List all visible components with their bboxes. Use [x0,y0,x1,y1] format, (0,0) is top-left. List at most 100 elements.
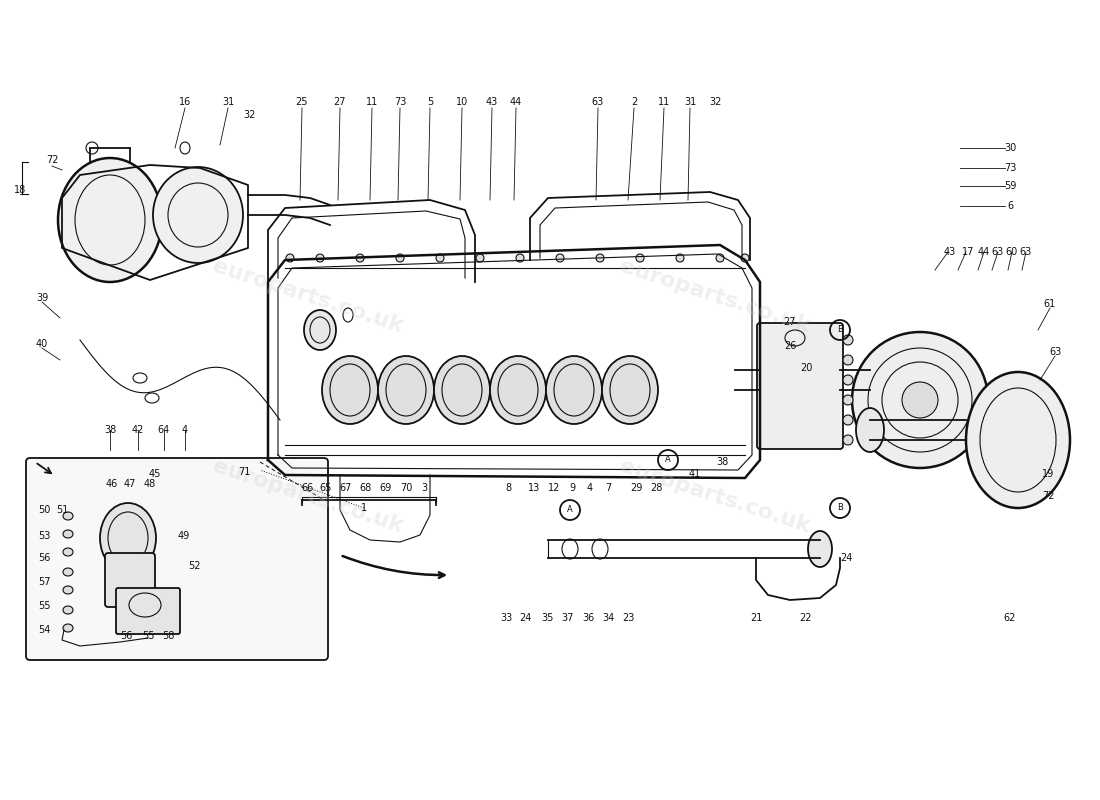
FancyBboxPatch shape [757,323,843,449]
Text: 48: 48 [144,479,156,489]
Ellipse shape [153,167,243,263]
Ellipse shape [856,408,884,452]
Text: 27: 27 [333,97,346,107]
Ellipse shape [63,530,73,538]
Ellipse shape [843,395,852,405]
Ellipse shape [966,372,1070,508]
Text: europarts.co.uk: europarts.co.uk [617,256,813,336]
Text: 51: 51 [56,505,68,515]
Text: B: B [837,326,843,334]
Text: 32: 32 [244,110,256,120]
Ellipse shape [304,310,336,350]
Text: 26: 26 [784,341,796,351]
Text: 37: 37 [562,613,574,623]
Text: 1: 1 [361,503,367,513]
Text: 72: 72 [1042,491,1054,501]
Text: 10: 10 [455,97,469,107]
Text: 30: 30 [1004,143,1016,153]
Text: 63: 63 [992,247,1004,257]
Text: 5: 5 [427,97,433,107]
Ellipse shape [741,254,749,262]
Text: 32: 32 [710,97,723,107]
Text: 35: 35 [542,613,554,623]
Ellipse shape [286,254,294,262]
FancyBboxPatch shape [26,458,328,660]
Text: 52: 52 [188,561,200,571]
Ellipse shape [434,356,490,424]
Ellipse shape [476,254,484,262]
Ellipse shape [100,503,156,573]
Text: 57: 57 [37,577,51,587]
Text: 24: 24 [519,613,531,623]
Text: 56: 56 [120,631,132,641]
Text: 36: 36 [582,613,594,623]
Text: 4: 4 [182,425,188,435]
Text: 55: 55 [37,601,51,611]
Text: 22: 22 [800,613,812,623]
Ellipse shape [356,254,364,262]
Text: 61: 61 [1044,299,1056,309]
Text: B: B [837,503,843,513]
Text: 28: 28 [650,483,662,493]
Ellipse shape [843,335,852,345]
Ellipse shape [63,568,73,576]
Ellipse shape [436,254,444,262]
Text: 68: 68 [360,483,372,493]
Text: 70: 70 [399,483,412,493]
Ellipse shape [546,356,602,424]
Ellipse shape [636,254,644,262]
Ellipse shape [843,415,852,425]
Text: 38: 38 [103,425,117,435]
Text: 44: 44 [978,247,990,257]
Text: 11: 11 [366,97,378,107]
Text: 55: 55 [142,631,154,641]
Text: 65: 65 [320,483,332,493]
Text: 59: 59 [1004,181,1016,191]
Ellipse shape [716,254,724,262]
Ellipse shape [556,254,564,262]
Text: A: A [666,455,671,465]
Text: 39: 39 [36,293,48,303]
Text: 67: 67 [340,483,352,493]
Ellipse shape [63,586,73,594]
FancyBboxPatch shape [104,553,155,607]
Ellipse shape [602,356,658,424]
Text: europarts.co.uk: europarts.co.uk [617,456,813,536]
Text: 16: 16 [179,97,191,107]
Text: 19: 19 [1042,469,1054,479]
Text: 12: 12 [548,483,560,493]
Text: 2: 2 [631,97,637,107]
Text: 29: 29 [630,483,642,493]
Text: 21: 21 [750,613,762,623]
Text: 38: 38 [716,457,728,467]
Text: 24: 24 [839,553,853,563]
Text: 34: 34 [602,613,614,623]
Ellipse shape [396,254,404,262]
Ellipse shape [843,355,852,365]
Text: 64: 64 [158,425,170,435]
FancyBboxPatch shape [116,588,180,634]
Text: 31: 31 [684,97,696,107]
Ellipse shape [516,254,524,262]
Text: 43: 43 [486,97,498,107]
Text: 11: 11 [658,97,670,107]
Text: 47: 47 [124,479,136,489]
Text: 4: 4 [587,483,593,493]
Text: 25: 25 [296,97,308,107]
Ellipse shape [63,548,73,556]
Text: 46: 46 [106,479,118,489]
Text: 63: 63 [592,97,604,107]
Text: 6: 6 [1006,201,1013,211]
Text: 72: 72 [46,155,58,165]
Ellipse shape [322,356,378,424]
Text: 27: 27 [783,317,796,327]
Text: 73: 73 [394,97,406,107]
Ellipse shape [63,624,73,632]
Ellipse shape [58,158,162,282]
Ellipse shape [808,531,832,567]
Text: 53: 53 [37,531,51,541]
Text: 63: 63 [1020,247,1032,257]
Text: 31: 31 [222,97,234,107]
Ellipse shape [902,382,938,418]
Ellipse shape [843,435,852,445]
